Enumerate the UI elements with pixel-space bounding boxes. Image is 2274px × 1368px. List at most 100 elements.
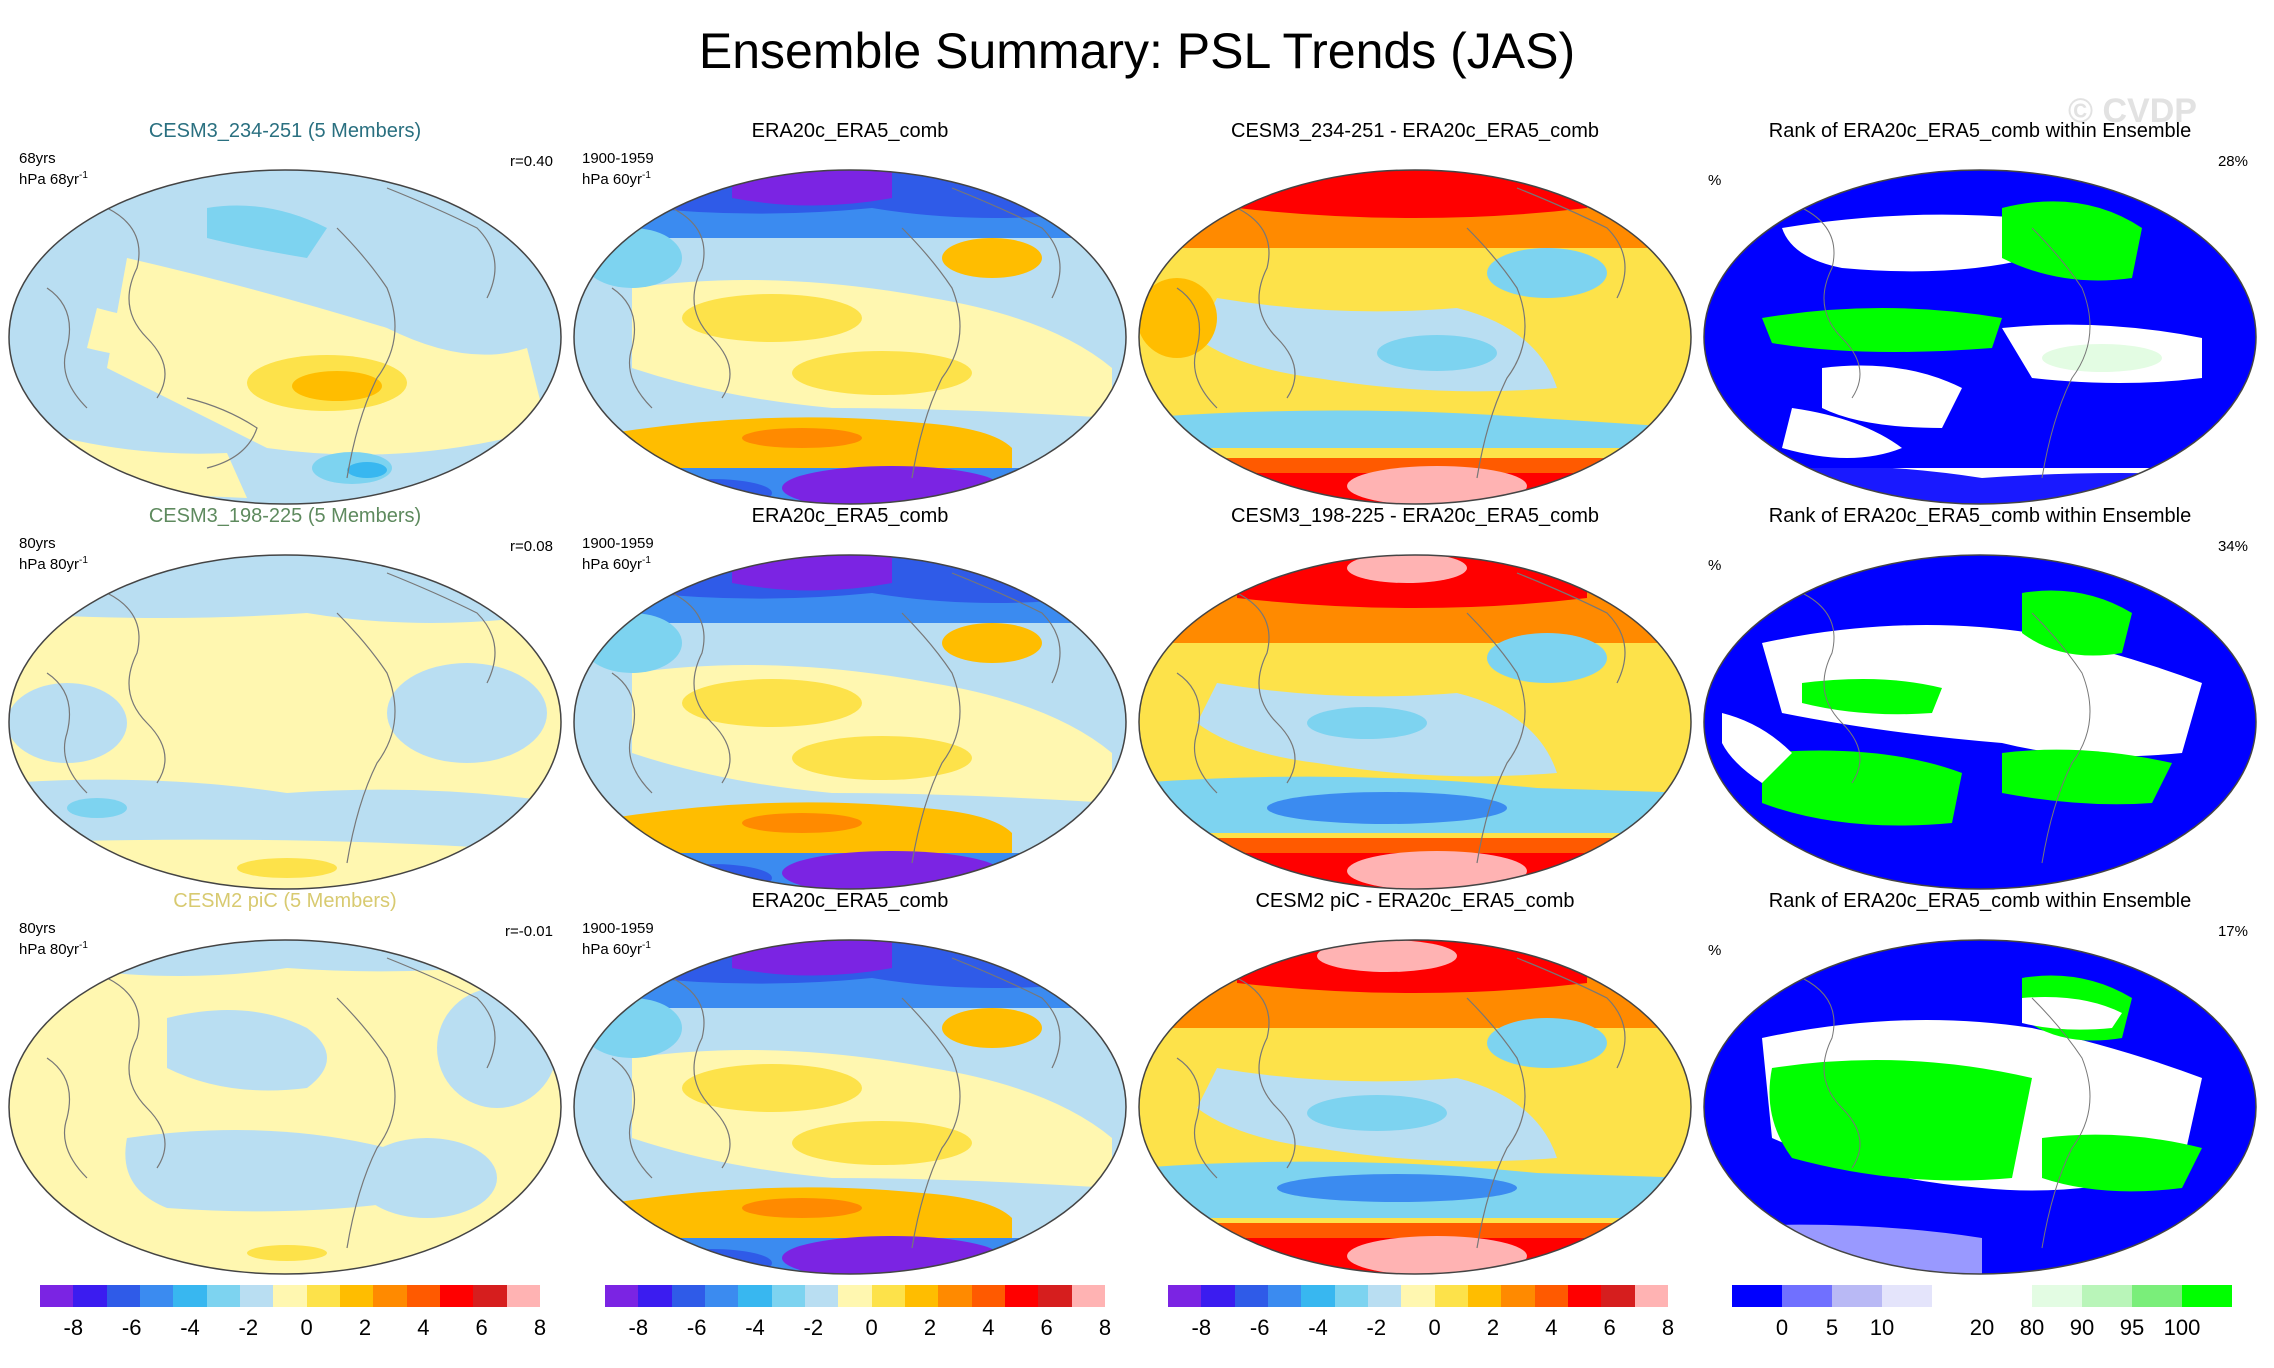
panel-title: CESM2 piC (5 Members) xyxy=(173,890,397,912)
colorbar-swatch xyxy=(2032,1285,2082,1307)
colorbar-tick-label: 100 xyxy=(2163,1315,2201,1340)
cvdp-watermark: © CVDP xyxy=(2068,92,2197,130)
colorbar-labels: 0 5 10 20 80 90 95 100 xyxy=(1732,1315,2232,1345)
panel-diff-row2: CESM3_198-225 - ERA20c_ERA5_comb xyxy=(1135,505,1695,895)
rank-percent-label: 34% xyxy=(2217,538,2248,555)
panel-model-row2: CESM3_198-225 (5 Members) 80yrs hPa 80yr… xyxy=(5,505,565,895)
colorbar-labels: -8 -6 -4 -2 0 2 4 6 8 xyxy=(1168,1315,1675,1345)
trend-map xyxy=(1138,554,1692,890)
colorbar-swatch xyxy=(1501,1285,1535,1307)
colorbar-rank: 0 5 10 20 80 90 95 100 xyxy=(1732,1285,2232,1355)
panel-title: ERA20c_ERA5_comb xyxy=(751,505,949,527)
panel-title: CESM3_234-251 (5 Members) xyxy=(148,120,422,142)
colorbar-tick-label: 2 xyxy=(358,1315,372,1340)
colorbar-swatch xyxy=(1634,1285,1668,1307)
colorbar-swatch xyxy=(2132,1285,2182,1307)
panel-obs-row2: ERA20c_ERA5_comb 1900-1959 hPa 60yr-1 xyxy=(570,505,1130,895)
colorbar-swatch xyxy=(1401,1285,1435,1307)
colorbar-tick-label: 10 xyxy=(1869,1315,1895,1340)
colorbar-tick-label: 2 xyxy=(1486,1315,1500,1340)
units-label: hPa 80yr-1 xyxy=(19,555,88,573)
colorbar-swatch xyxy=(838,1285,872,1307)
colorbar-tick-label: 4 xyxy=(417,1315,430,1340)
panel-title: CESM3_198-225 (5 Members) xyxy=(148,505,422,527)
colorbar-swatch xyxy=(1038,1285,1072,1307)
colorbar-swatch xyxy=(1832,1285,1882,1307)
trend-map xyxy=(8,939,562,1275)
panel-rank-row1: Rank of ERA20c_ERA5_comb within Ensemble… xyxy=(1700,120,2260,510)
colorbar-swatch xyxy=(1434,1285,1468,1307)
colorbar-labels: -8 -6 -4 -2 0 2 4 6 8 xyxy=(40,1315,547,1345)
colorbar-tick-label: 0 xyxy=(300,1315,313,1340)
colorbar-swatch xyxy=(771,1285,805,1307)
colorbar-swatch xyxy=(1301,1285,1335,1307)
colorbar-swatch xyxy=(1201,1285,1235,1307)
colorbar-swatch xyxy=(173,1285,207,1307)
rank-map xyxy=(1703,169,2257,505)
panel-model-row3: CESM2 piC (5 Members) 80yrs hPa 80yr-1 r… xyxy=(5,890,565,1280)
rank-map xyxy=(1703,554,2257,890)
colorbar-swatch xyxy=(704,1285,739,1307)
units-label: % xyxy=(1708,172,1722,189)
colorbar-swatch xyxy=(239,1285,274,1307)
colorbar-tick-label: 6 xyxy=(1040,1315,1053,1340)
colorbar-tick-label: -2 xyxy=(1366,1315,1387,1340)
units-label: % xyxy=(1708,557,1722,574)
trend-map xyxy=(573,169,1127,505)
colorbar-tick-label: 0 xyxy=(1428,1315,1441,1340)
years-label: 68yrs xyxy=(19,150,56,167)
colorbar-swatch xyxy=(971,1285,1005,1307)
colorbar-tick-label: 8 xyxy=(1661,1315,1675,1340)
colorbar-tick-label: 80 xyxy=(2019,1315,2045,1340)
colorbar-tick-label: -6 xyxy=(121,1315,142,1340)
panel-title: Rank of ERA20c_ERA5_comb within Ensemble xyxy=(1768,505,2192,527)
colorbar-swatches xyxy=(605,1285,1105,1307)
colorbar-swatch xyxy=(938,1285,972,1307)
colorbar-tick-label: 90 xyxy=(2069,1315,2095,1340)
colorbar-swatch xyxy=(1782,1285,1832,1307)
colorbar-tick-label: -4 xyxy=(1308,1315,1328,1340)
years-label: 1900-1959 xyxy=(582,920,654,937)
colorbar-swatch xyxy=(406,1285,440,1307)
colorbar-swatch xyxy=(671,1285,705,1307)
colorbar-swatch xyxy=(1982,1285,2032,1307)
colorbar-tick-label: -8 xyxy=(1191,1315,1212,1340)
panel-title: CESM3_234-251 - ERA20c_ERA5_comb xyxy=(1231,120,1599,142)
colorbar-swatches xyxy=(1732,1285,2232,1307)
colorbar-labels: -8 -6 -4 -2 0 2 4 6 8 xyxy=(605,1315,1112,1345)
colorbar-swatch xyxy=(1534,1285,1568,1307)
colorbar-swatch xyxy=(738,1285,772,1307)
colorbar-model: -8 -6 -4 -2 0 2 4 6 8 xyxy=(40,1285,547,1355)
years-label: 1900-1959 xyxy=(582,150,654,167)
colorbar-swatch xyxy=(1567,1285,1602,1307)
units-label: hPa 60yr-1 xyxy=(582,555,651,573)
colorbar-swatch xyxy=(1071,1285,1105,1307)
panel-meta: 1900-1959 hPa 60yr-1 xyxy=(582,535,654,573)
units-label: % xyxy=(1708,942,1722,959)
panel-obs-row3: ERA20c_ERA5_comb 1900-1959 hPa 60yr-1 xyxy=(570,890,1130,1280)
colorbar-tick-label: -4 xyxy=(180,1315,200,1340)
colorbar-swatch xyxy=(1882,1285,1932,1307)
correlation-label: r=0.40 xyxy=(510,153,553,170)
colorbar-tick-label: 95 xyxy=(2119,1315,2145,1340)
colorbar-tick-label: -4 xyxy=(745,1315,765,1340)
colorbar-tick-label: 6 xyxy=(1603,1315,1616,1340)
colorbar-swatch xyxy=(106,1285,140,1307)
colorbar-tick-label: 8 xyxy=(533,1315,547,1340)
colorbar-swatch xyxy=(273,1285,307,1307)
colorbar-swatch xyxy=(605,1285,639,1307)
colorbar-obs: -8 -6 -4 -2 0 2 4 6 8 xyxy=(605,1285,1112,1355)
colorbar-swatch xyxy=(139,1285,174,1307)
colorbar-tick-label: 4 xyxy=(982,1315,995,1340)
colorbar-swatch xyxy=(904,1285,939,1307)
colorbar-swatch xyxy=(1467,1285,1502,1307)
panel-rank-row3: Rank of ERA20c_ERA5_comb within Ensemble… xyxy=(1700,890,2260,1280)
trend-map xyxy=(1138,169,1692,505)
years-label: 80yrs xyxy=(19,535,56,552)
colorbar-tick-label: -6 xyxy=(686,1315,707,1340)
colorbar-swatch xyxy=(373,1285,407,1307)
panel-rank-row2: Rank of ERA20c_ERA5_comb within Ensemble… xyxy=(1700,505,2260,895)
panel-title: ERA20c_ERA5_comb xyxy=(751,890,949,912)
main-title: Ensemble Summary: PSL Trends (JAS) xyxy=(698,23,1576,79)
colorbar-tick-label: 4 xyxy=(1545,1315,1558,1340)
